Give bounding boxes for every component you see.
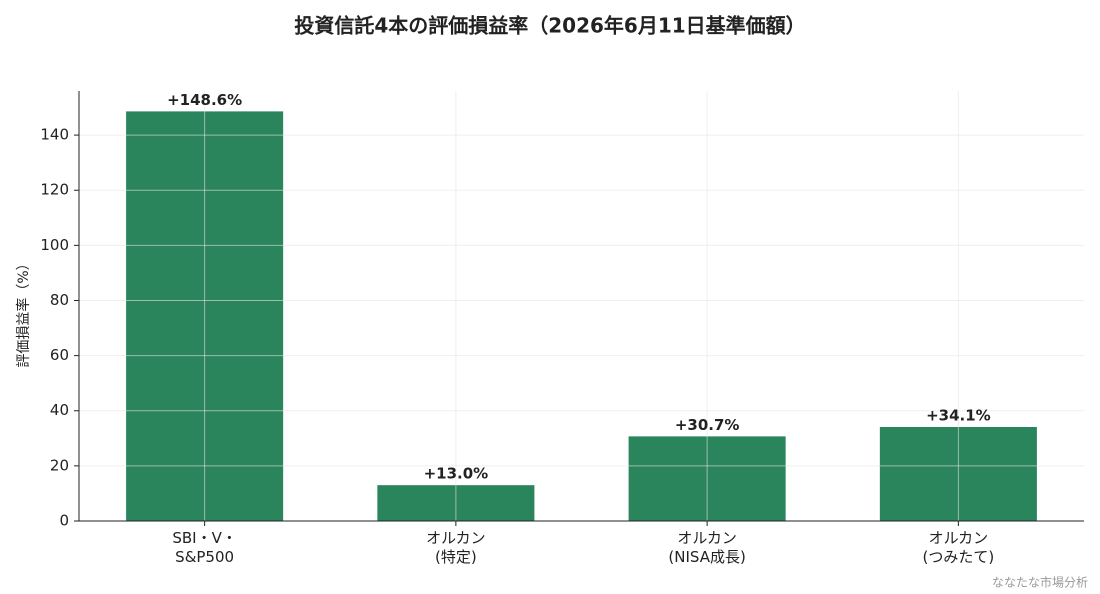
y-tick-label: 0 xyxy=(59,512,69,530)
x-tick-label: オルカン(特定) xyxy=(426,529,486,566)
value-label: +30.7% xyxy=(675,416,740,434)
y-tick-label: 40 xyxy=(50,401,69,419)
source: ななたな市場分析 xyxy=(992,575,1088,590)
value-label: +34.1% xyxy=(926,407,991,425)
x-tick-label: オルカン(つみたて) xyxy=(923,529,995,566)
value-label: +13.0% xyxy=(424,465,489,483)
y-tick-label: 140 xyxy=(40,126,69,144)
y-tick-label: 60 xyxy=(50,346,69,364)
y-axis-label: 評価損益率（%） xyxy=(15,256,32,367)
y-tick-label: 80 xyxy=(50,291,69,309)
x-tick-label: SBI・V・ S&P500 xyxy=(172,529,237,566)
chart-title: 投資信託4本の評価損益率（2026年6月11日基準価額） xyxy=(294,14,805,38)
x-tick-label: オルカン(NISA成長) xyxy=(668,529,745,566)
bars xyxy=(126,111,1037,522)
y-tick-label: 120 xyxy=(40,181,69,199)
y-tick-label: 100 xyxy=(40,236,69,254)
y-tick-label: 20 xyxy=(50,456,69,474)
value-label: +148.6% xyxy=(167,91,242,109)
